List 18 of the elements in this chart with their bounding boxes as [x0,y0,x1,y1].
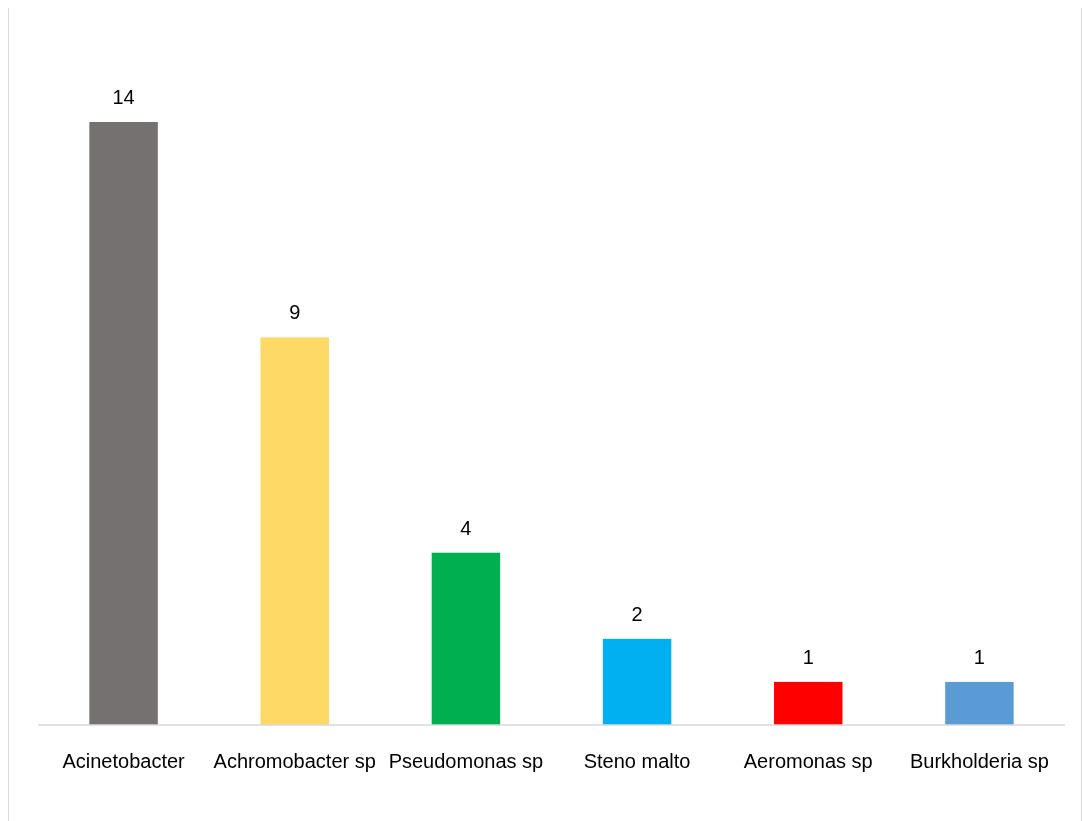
x-tick-label: Achromobacter sp [213,750,376,772]
x-tick-label: Pseudomonas sp [388,750,544,772]
bar [89,122,158,725]
x-tick-label: Aeromonas sp [743,750,873,772]
bar [774,681,843,725]
bar [260,337,329,725]
x-tick-label: Steno malto [583,750,691,772]
data-label: 14 [112,86,135,108]
data-label: 4 [460,516,472,539]
data-label: 2 [631,602,643,625]
bar [945,681,1014,725]
x-tick-label: Burkholderia sp [909,750,1049,772]
data-label: 9 [289,301,301,324]
bar [602,638,672,725]
data-label: 1 [973,645,985,668]
data-label: 1 [802,645,814,668]
bar [431,552,501,725]
x-tick-label: Acinetobacter [62,750,186,772]
